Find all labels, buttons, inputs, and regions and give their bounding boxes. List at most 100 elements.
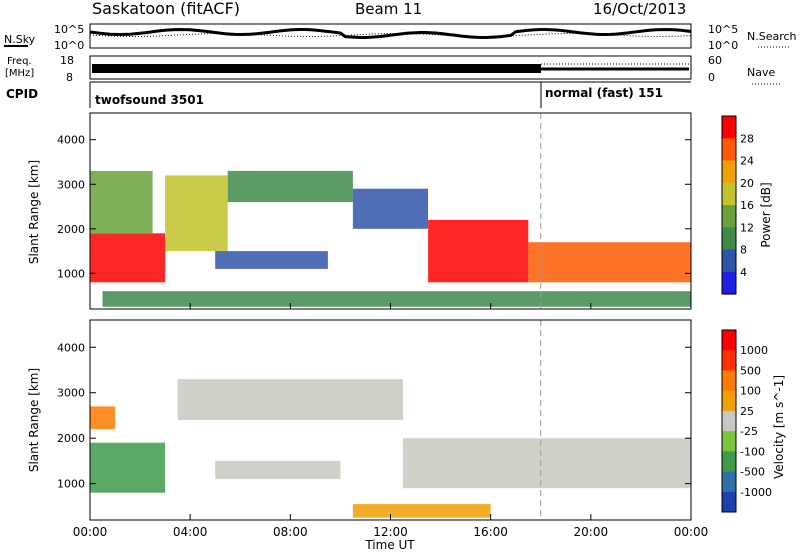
freq-label-1: Freq. — [7, 56, 32, 67]
cpid-segment-2: normal (fast) 151 — [545, 86, 663, 100]
colorbar-swatch — [722, 227, 736, 251]
cpid-label: CPID — [6, 87, 38, 101]
colorbar-swatch — [722, 182, 736, 206]
velocity-colorbar-label: Velocity [m s^-1] — [772, 375, 786, 479]
velocity-region-1 — [177, 379, 403, 420]
power-region-8 — [102, 291, 691, 307]
y-tick-label: 4000 — [57, 341, 85, 354]
freq-tick-bottom: 8 — [66, 71, 73, 84]
power-colorbar: 4 8 12 16 20 24 28 — [721, 115, 754, 295]
colorbar-tick-label: 16 — [740, 199, 754, 212]
x-tick-label: 00:00 — [73, 525, 108, 539]
y-tick-label: 4000 — [57, 134, 85, 147]
power-y-ticks: 1000 2000 3000 4000 — [57, 134, 691, 280]
colorbar-tick-label: -100 — [740, 445, 765, 458]
x-tick-label: 04:00 — [173, 525, 208, 539]
nave-tick-bottom: 0 — [708, 71, 715, 84]
colorbar-tick-label: 12 — [740, 221, 754, 234]
station-title: Saskatoon (fitACF) — [92, 0, 240, 18]
nsky-label: N.Sky — [4, 33, 36, 46]
power-region-2 — [165, 175, 228, 252]
colorbar-tick-label: 20 — [740, 177, 754, 190]
cpid-strip: CPID twofsound 3501 normal (fast) 151 — [6, 81, 691, 108]
power-panel: 1000 2000 3000 4000 Slant Range [km] — [27, 112, 692, 310]
power-region-4 — [352, 188, 428, 229]
nsky-strip: N.Sky 10^5 10^0 10^5 10^0 N.Search — [4, 23, 797, 52]
power-region-1 — [90, 170, 153, 234]
colorbar-swatch — [722, 271, 736, 295]
power-region-0 — [90, 233, 166, 283]
colorbar-swatch — [722, 138, 736, 162]
velocity-data — [90, 320, 691, 520]
x-tick-label: 12:00 — [373, 525, 408, 539]
nsearch-tick-top: 10^5 — [708, 23, 738, 36]
cpid-segment-1: twofsound 3501 — [95, 93, 204, 107]
power-region-3 — [227, 170, 353, 203]
colorbar-tick-label: 1000 — [740, 344, 768, 357]
colorbar-swatch — [722, 330, 736, 351]
power-region-7 — [215, 251, 328, 269]
colorbar-swatch — [722, 451, 736, 472]
velocity-region-0 — [90, 442, 166, 493]
power-data — [90, 113, 691, 309]
power-y-label: Slant Range [km] — [27, 160, 41, 264]
velocity-y-ticks: 1000 2000 3000 4000 — [57, 341, 691, 491]
x-tick-label: 00:00 — [674, 525, 709, 539]
nsearch-label: N.Search — [747, 30, 797, 43]
freq-label-2: [MHz] — [5, 68, 34, 79]
nsky-tick-top: 10^5 — [54, 23, 84, 36]
y-tick-label: 3000 — [57, 178, 85, 191]
y-tick-label: 1000 — [57, 267, 85, 280]
nsky-frame — [89, 23, 692, 49]
colorbar-tick-label: 8 — [740, 244, 747, 257]
y-tick-label: 3000 — [57, 387, 85, 400]
x-tick-label: 08:00 — [273, 525, 308, 539]
beam-label: Beam 11 — [355, 0, 422, 18]
power-region-5 — [428, 219, 529, 283]
x-tick-label: 20:00 — [574, 525, 609, 539]
time-x-label: Time UT — [364, 538, 415, 552]
colorbar-swatch — [722, 471, 736, 493]
nsky-tick-bottom: 10^0 — [54, 39, 84, 52]
velocity-region-4 — [352, 504, 491, 518]
velocity-panel: 1000 2000 3000 4000 Slant Range [km] — [27, 319, 692, 521]
colorbar-tick-label: -25 — [740, 425, 758, 438]
colorbar-frame — [721, 115, 737, 295]
colorbar-tick-label: -1000 — [740, 486, 772, 499]
y-tick-label: 2000 — [57, 223, 85, 236]
colorbar-tick-label: 25 — [740, 405, 754, 418]
power-region-6 — [528, 242, 691, 283]
freq-strip: Freq. [MHz] 18 8 60 0 Nave — [5, 54, 780, 85]
velocity-colorbar: 1000 500 100 25 -25 -100 -500 -1000 — [721, 329, 772, 513]
colorbar-swatch — [722, 431, 736, 452]
colorbar-tick-label: 24 — [740, 155, 754, 168]
velocity-region-2 — [403, 438, 691, 489]
velocity-region-3 — [215, 460, 341, 480]
colorbar-swatch — [722, 350, 736, 371]
date-label: 16/Oct/2013 — [593, 0, 686, 18]
y-tick-label: 1000 — [57, 478, 85, 491]
colorbar-tick-label: 4 — [740, 266, 747, 279]
freq-series-band — [92, 64, 541, 73]
colorbar-swatch — [722, 160, 736, 184]
freq-frame — [89, 55, 692, 80]
nave-tick-top: 60 — [708, 54, 722, 67]
colorbar-tick-label: 28 — [740, 132, 754, 145]
velocity-region-5 — [90, 406, 115, 430]
colorbar-swatch — [722, 390, 736, 412]
nave-label: Nave — [747, 66, 775, 79]
colorbar-swatch — [722, 370, 736, 392]
colorbar-swatch — [722, 205, 736, 228]
nsearch-tick-bottom: 10^0 — [708, 39, 738, 52]
time-x-ticks: 00:00 04:00 08:00 12:00 16:00 20:00 00:00 — [73, 303, 709, 539]
x-tick-label: 16:00 — [473, 525, 508, 539]
colorbar-swatch — [722, 116, 736, 139]
colorbar-swatch — [722, 410, 736, 432]
colorbar-tick-label: 100 — [740, 385, 761, 398]
power-colorbar-label: Power [dB] — [759, 182, 773, 247]
colorbar-swatch — [722, 491, 736, 513]
colorbar-swatch — [722, 249, 736, 273]
freq-tick-top: 18 — [60, 54, 74, 67]
velocity-y-label: Slant Range [km] — [27, 368, 41, 472]
